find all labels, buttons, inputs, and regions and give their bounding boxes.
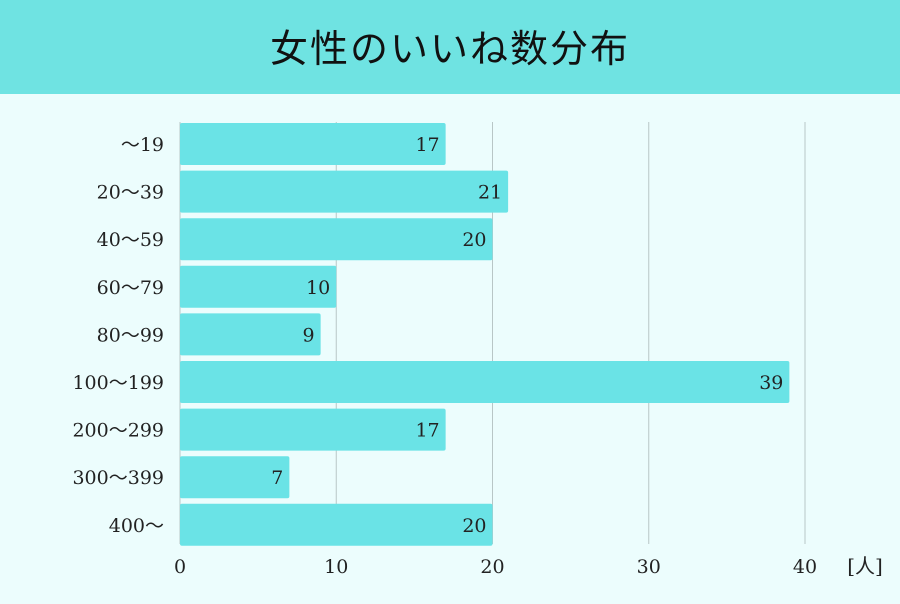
bar-value-label: 10: [306, 277, 330, 299]
bar: [180, 456, 290, 499]
category-label: 20～39: [97, 182, 164, 204]
x-tick-label: 10: [324, 556, 348, 578]
bar: [180, 408, 446, 451]
bar-value-label: 9: [303, 324, 315, 346]
bar: [180, 503, 493, 546]
bar-chart: 17 ～19 21 20～39 20 40～59 10 60～79 9 80～99 39 100～19…: [72, 122, 883, 578]
category-label: 60～79: [97, 277, 164, 299]
category-label: 40～59: [97, 229, 164, 251]
x-tick-label: 40: [793, 556, 817, 578]
bar-value-label: 17: [415, 420, 439, 442]
x-axis-unit-label: [人]: [847, 554, 883, 578]
x-tick-label: 30: [637, 556, 661, 578]
x-tick-label: 20: [480, 556, 504, 578]
category-label: 100～199: [72, 372, 164, 394]
category-label: 400～: [109, 515, 164, 537]
bar-value-label: 17: [415, 134, 439, 156]
category-label: 200～299: [72, 420, 164, 442]
bar: [180, 218, 493, 261]
category-label: 80～99: [97, 324, 164, 346]
chart-header: 女性のいいね数分布: [0, 0, 900, 94]
bar-value-label: 20: [462, 229, 486, 251]
bar: [180, 265, 337, 308]
bar-value-label: 20: [462, 515, 486, 537]
chart-title: 女性のいいね数分布: [269, 26, 630, 71]
category-label: 300～399: [72, 467, 164, 489]
bar: [180, 361, 790, 403]
bar: [180, 313, 321, 356]
bar-value-label: 39: [759, 372, 783, 394]
chart-area: 17 ～19 21 20～39 20 40～59 10 60～79 9 80～99 39 100～19…: [0, 94, 900, 600]
category-label: ～19: [121, 134, 164, 156]
bar-value-label: 21: [478, 182, 502, 204]
bar-value-label: 7: [271, 467, 283, 489]
bar: [180, 123, 446, 165]
x-tick-label: 0: [174, 556, 186, 578]
bar: [180, 170, 509, 213]
